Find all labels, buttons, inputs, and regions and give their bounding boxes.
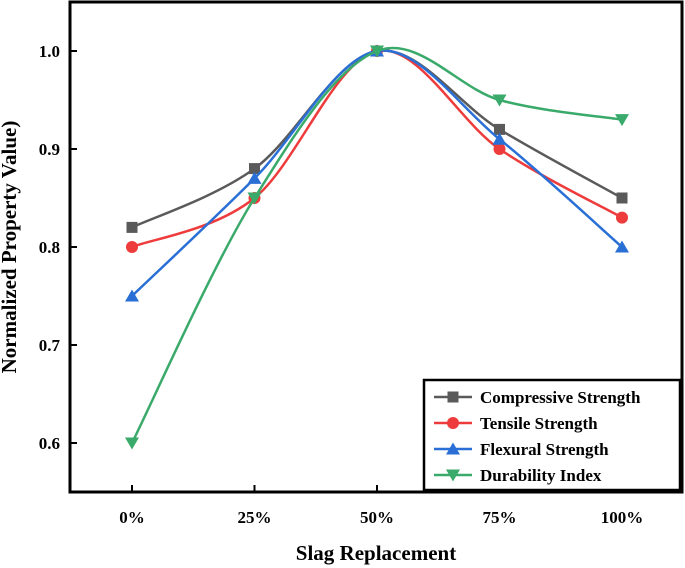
data-point [125, 289, 139, 302]
data-point [247, 192, 262, 205]
legend-item: Tensile Strength [434, 414, 598, 433]
x-tick-label: 0% [119, 508, 145, 527]
legend-item: Durability Index [434, 466, 602, 485]
data-point [249, 163, 260, 175]
x-tick-label: 75% [483, 508, 517, 527]
data-point [493, 143, 506, 155]
y-axis-title: Normalized Property Value) [0, 121, 21, 374]
y-tick-label: 0.8 [39, 238, 60, 257]
data-point [494, 123, 505, 135]
data-point [126, 241, 138, 253]
y-tick-label: 0.7 [39, 336, 61, 355]
data-point [126, 221, 138, 233]
legend-label: Durability Index [480, 466, 602, 485]
legend-marker [447, 391, 459, 403]
y-tick-label: 1.0 [39, 42, 60, 61]
data-point [370, 45, 384, 58]
data-point [492, 132, 507, 145]
series-layer [125, 44, 629, 450]
y-tick-label: 0.6 [39, 434, 60, 453]
series-durability-index [125, 45, 629, 450]
legend-label: Flexural Strength [480, 440, 609, 459]
axis-ticks: 0.6 0.7 0.8 0.9 1.0 0% 25% 50% 75% 100% [39, 42, 644, 527]
legend: Compressive Strength Tensile Strength Flex… [422, 378, 682, 492]
data-point [125, 437, 139, 450]
y-tick-label: 0.9 [39, 140, 60, 159]
x-axis-title: Slag Replacement [296, 541, 456, 565]
legend-marker [446, 442, 460, 455]
legend-item: Compressive Strength [434, 388, 641, 407]
legend-label: Tensile Strength [480, 414, 598, 433]
data-point [247, 171, 262, 184]
data-point [615, 114, 629, 127]
legend-marker [446, 469, 460, 482]
data-point [492, 94, 507, 107]
legend-marker [447, 417, 459, 429]
x-tick-label: 100% [601, 508, 644, 527]
data-point [616, 211, 628, 224]
legend-box [422, 378, 682, 492]
x-tick-label: 25% [238, 508, 272, 527]
series-line [130, 46, 623, 444]
x-tick-label: 50% [360, 508, 394, 527]
data-point [615, 240, 629, 253]
legend-item: Flexural Strength [434, 440, 609, 459]
legend-label: Compressive Strength [480, 388, 641, 407]
data-point [616, 192, 628, 204]
